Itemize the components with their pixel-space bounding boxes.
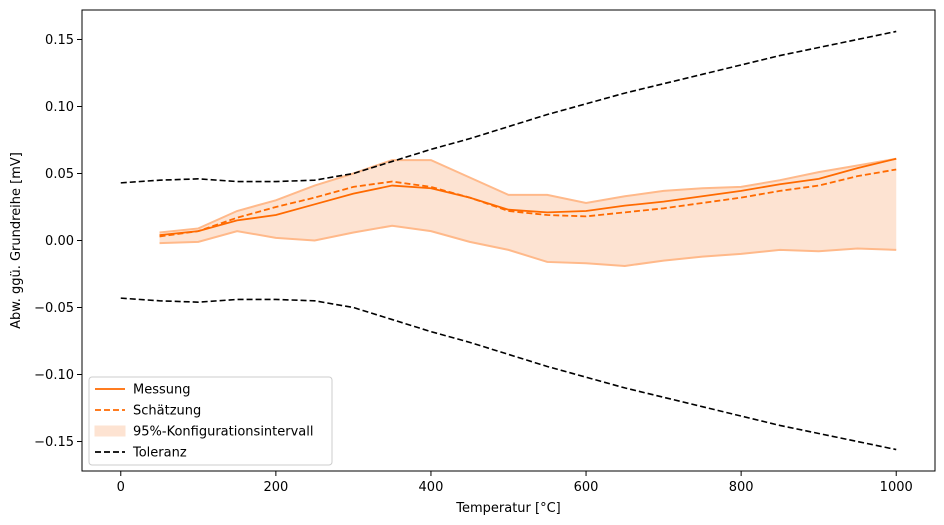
confidence-band-lower [159,224,897,267]
legend-item: Messung [95,383,191,398]
x-tick-label: 0 [117,480,125,495]
estimate-line [159,168,897,238]
y-tick-label: −0.10 [34,368,74,383]
y-tick-label: −0.15 [34,435,74,450]
confidence-band-upper [159,157,897,234]
legend-label: Messung [133,383,191,398]
y-axis-ticks: −0.15 −0.10 −0.05 0.00 0.05 0.10 0.15 [34,33,82,450]
x-axis-ticks: 0 200 400 600 800 1000 [117,471,913,495]
legend-item: 95%-Konfigurationsintervall [94,425,314,440]
legend-label: Schätzung [133,404,201,419]
x-tick-label: 400 [419,480,444,495]
y-tick-label: 0.15 [45,33,74,48]
x-tick-label: 200 [263,480,288,495]
legend-items: Messung Schätzung 95%-Konfigurationsinterv… [94,383,314,461]
legend-label: 95%-Konfigurationsintervall [133,425,314,440]
x-tick-label: 800 [729,480,754,495]
x-tick-label: 1000 [880,480,913,495]
measurement-line [159,157,897,237]
legend-box [88,376,333,466]
x-axis-label: Temperatur [°C] [455,501,561,516]
y-tick-label: 0.10 [45,100,74,115]
tolerance-upper-line [120,30,897,184]
y-tick-label: −0.05 [34,301,74,316]
line-layer [120,30,897,451]
y-tick-label: 0.05 [45,167,74,182]
legend-label: Toleranz [132,446,187,461]
y-tick-label: 0.00 [45,234,74,249]
y-axis-label: Abw. ggü. Grundreihe [mV] [9,152,24,329]
legend-patch-icon [94,425,126,437]
legend-item: Toleranz [95,446,187,461]
legend-item: Schätzung [95,404,201,419]
tolerance-lower-line [120,297,897,451]
legend: Messung Schätzung 95%-Konfigurationsinterv… [88,376,333,466]
x-tick-label: 600 [574,480,599,495]
